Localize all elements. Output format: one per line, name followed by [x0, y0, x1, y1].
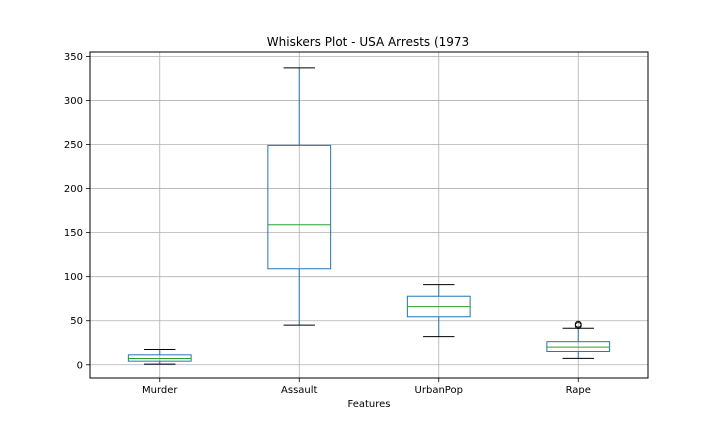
box-urbanpop [406, 284, 471, 338]
x-tick-label: Murder [142, 385, 178, 396]
chart-title: Whiskers Plot - USA Arrests (1973 [267, 35, 469, 49]
x-tick-label: UrbanPop [415, 385, 463, 396]
plot-frame [89, 51, 649, 379]
y-tick-label: 150 [64, 228, 83, 239]
y-axis: 0 50 100 150 200 250 300 350 [64, 52, 90, 371]
y-tick-label: 50 [70, 316, 83, 327]
box-murder [127, 348, 192, 365]
y-tick-label: 250 [64, 140, 83, 151]
box-iqr [267, 144, 332, 270]
boxes [127, 67, 611, 365]
box-rape [546, 320, 611, 359]
y-tick-label: 0 [77, 360, 83, 371]
y-tick-label: 100 [64, 272, 83, 283]
outlier-point [574, 320, 582, 328]
grid [90, 52, 648, 378]
y-tick-label: 300 [64, 96, 83, 107]
x-tick-label: Rape [566, 385, 591, 396]
x-axis: Murder Assault UrbanPop Rape [142, 378, 591, 396]
y-tick-label: 200 [64, 184, 83, 195]
x-axis-label: Features [348, 399, 391, 410]
box-assault [267, 67, 332, 326]
x-tick-label: Assault [281, 385, 318, 396]
y-tick-label: 350 [64, 52, 83, 63]
